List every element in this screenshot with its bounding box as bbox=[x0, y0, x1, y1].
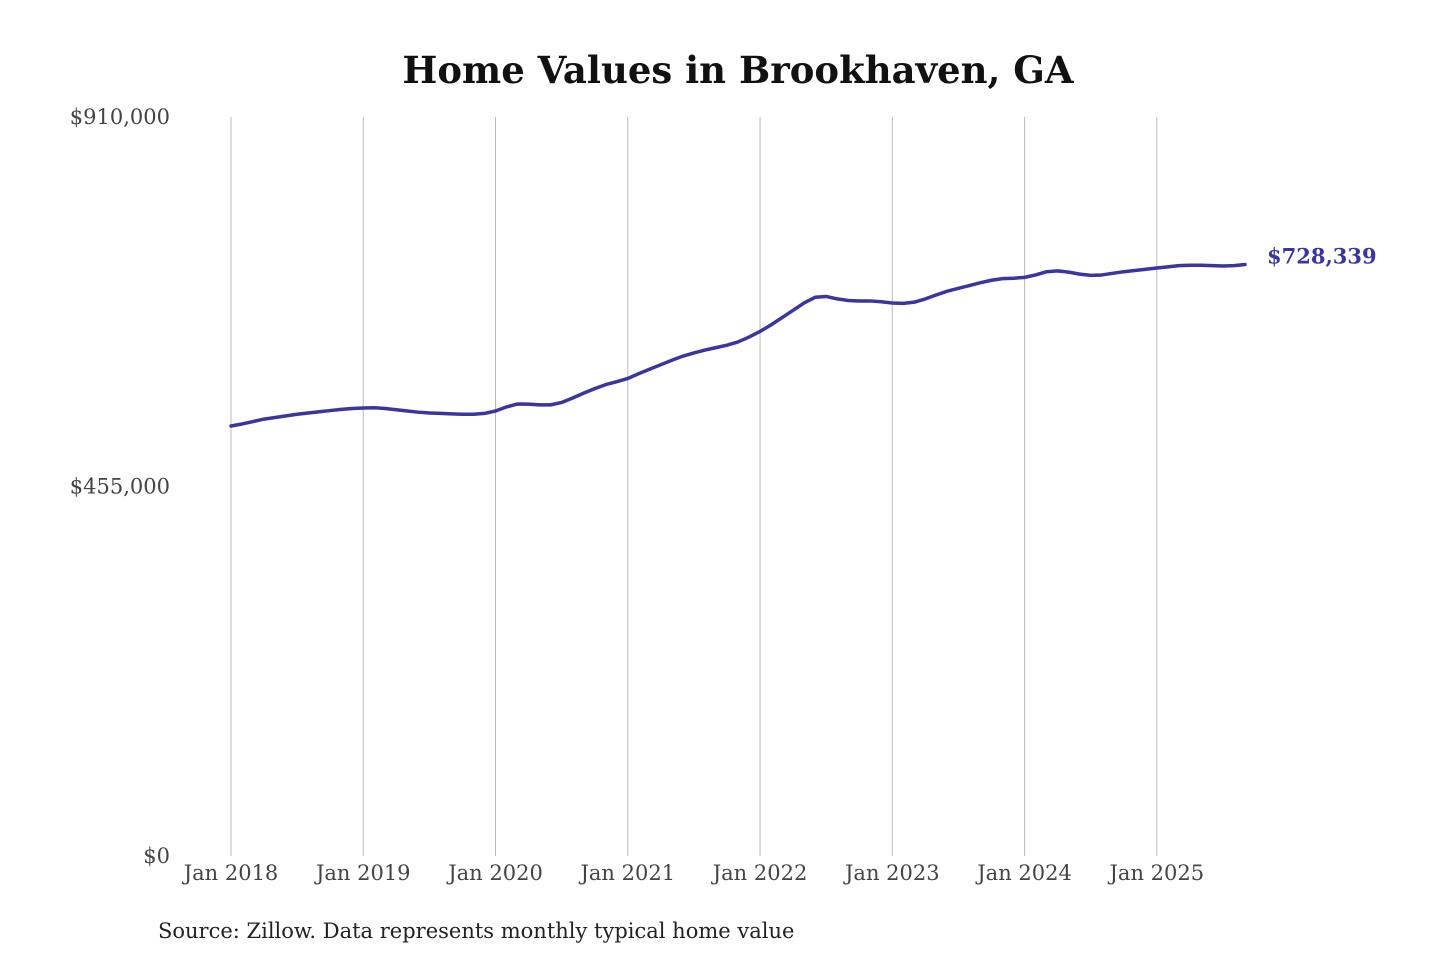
y-tick-label: $910,000 bbox=[70, 105, 170, 129]
y-tick-label: $0 bbox=[143, 844, 170, 868]
data-line bbox=[229, 262, 1247, 428]
x-tick-label: Jan 2024 bbox=[975, 861, 1072, 885]
source-note: Source: Zillow. Data represents monthly … bbox=[158, 919, 794, 943]
y-tick-label: $455,000 bbox=[70, 475, 170, 499]
end-value-label: $728,339 bbox=[1267, 244, 1377, 269]
x-tick-label: Jan 2021 bbox=[578, 861, 675, 885]
x-tick-label: Jan 2019 bbox=[314, 861, 411, 885]
x-tick-label: Jan 2023 bbox=[843, 861, 940, 885]
x-tick-label: Jan 2022 bbox=[711, 861, 808, 885]
x-tick-label: Jan 2020 bbox=[446, 861, 543, 885]
chart-title: Home Values in Brookhaven, GA bbox=[402, 48, 1074, 92]
x-tick-label: Jan 2025 bbox=[1108, 861, 1205, 885]
x-tick-label: Jan 2018 bbox=[182, 861, 279, 885]
